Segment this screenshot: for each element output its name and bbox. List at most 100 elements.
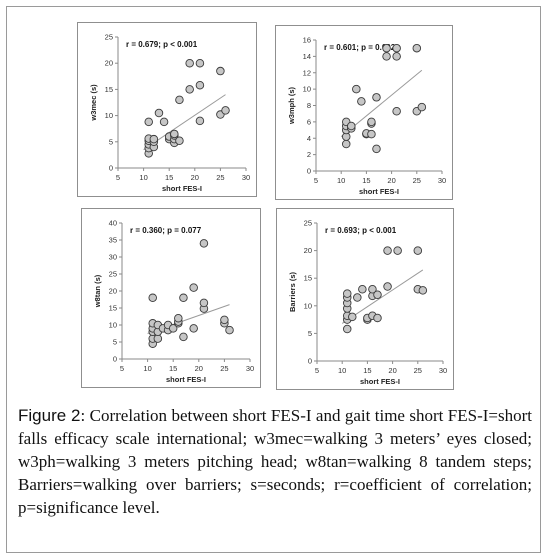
data-point	[372, 93, 381, 102]
y-tick-label: 25	[109, 270, 117, 279]
data-point	[412, 43, 422, 53]
data-point	[179, 332, 188, 342]
data-point	[357, 97, 366, 106]
y-tick-label: 10	[303, 85, 311, 94]
x-tick-label: 25	[414, 366, 422, 375]
correlation-annotation: r = 0.601; p = 0.002	[324, 43, 396, 52]
correlation-annotation: r = 0.679; p < 0.001	[126, 40, 198, 49]
data-point	[144, 117, 153, 127]
x-axis-title: short FES-I	[166, 375, 206, 384]
data-point	[392, 52, 401, 61]
data-point	[352, 84, 361, 94]
data-point	[189, 324, 198, 333]
y-tick-label: 5	[113, 338, 117, 347]
data-point	[175, 136, 184, 146]
y-tick-label: 0	[307, 167, 311, 176]
data-point	[179, 293, 188, 303]
data-point	[417, 102, 427, 112]
y-axis-title: w3mph (s)	[287, 86, 296, 125]
y-tick-label: 25	[304, 219, 312, 228]
data-point	[195, 80, 205, 90]
y-tick-label: 30	[109, 253, 117, 262]
data-point	[175, 95, 184, 105]
data-point	[392, 106, 401, 116]
data-point	[149, 134, 159, 144]
y-tick-label: 0	[109, 164, 113, 173]
x-tick-label: 25	[220, 364, 228, 373]
data-point	[195, 58, 205, 68]
x-tick-label: 20	[387, 176, 395, 185]
x-tick-label: 15	[363, 366, 371, 375]
data-point	[342, 289, 352, 298]
caption-lead: Figure 2	[18, 406, 81, 425]
data-point	[195, 116, 205, 126]
data-point	[418, 286, 428, 295]
data-point	[185, 58, 194, 68]
data-point	[168, 324, 178, 333]
data-point	[367, 129, 376, 139]
data-point	[199, 298, 209, 308]
y-tick-label: 15	[109, 304, 117, 313]
data-point	[341, 139, 351, 149]
x-tick-label: 10	[337, 176, 345, 185]
x-axis-title: short FES-I	[162, 184, 202, 193]
figure-frame	[6, 6, 541, 553]
data-point	[382, 52, 391, 61]
data-point	[185, 85, 194, 94]
data-point	[148, 293, 157, 303]
x-tick-label: 20	[388, 366, 396, 375]
data-point	[348, 312, 357, 322]
x-tick-label: 5	[315, 366, 319, 375]
data-point	[392, 43, 401, 53]
correlation-annotation: r = 0.360; p = 0.077	[130, 226, 202, 235]
x-axis-title: short FES-I	[359, 187, 399, 196]
x-tick-label: 5	[314, 176, 318, 185]
data-point	[353, 293, 362, 302]
chart-panel-w8tan: 5 10 15 20 25 30 0 5 10 15 20 25 30 35 40 short FES-I w8…	[81, 208, 261, 388]
x-tick-label: 30	[439, 366, 447, 375]
data-point	[383, 246, 392, 255]
data-point	[216, 66, 225, 76]
y-tick-label: 0	[113, 355, 117, 364]
data-point	[413, 246, 423, 255]
y-tick-label: 10	[109, 321, 117, 330]
x-tick-label: 20	[191, 173, 199, 182]
x-axis-title: short FES-I	[360, 377, 400, 386]
data-point	[372, 144, 381, 154]
data-point	[368, 284, 377, 294]
caption-text: : Correlation between short FES-I and ga…	[18, 406, 532, 517]
data-point	[189, 283, 198, 292]
x-tick-label: 30	[242, 173, 250, 182]
y-tick-label: 0	[308, 357, 312, 366]
y-tick-label: 5	[308, 329, 312, 338]
data-point	[225, 325, 234, 335]
y-tick-label: 10	[304, 301, 312, 310]
x-tick-label: 30	[246, 364, 254, 373]
data-point	[221, 106, 230, 115]
chart-panel-barriers: 5 10 15 20 25 30 0 5 10 15 20 25 short FES-I Barriers…	[276, 208, 454, 390]
y-tick-label: 20	[109, 287, 117, 296]
data-point	[358, 284, 367, 294]
data-point	[159, 117, 169, 127]
data-point	[199, 239, 209, 248]
y-tick-label: 15	[304, 274, 312, 283]
data-point	[373, 313, 382, 323]
data-point	[382, 43, 391, 53]
x-tick-label: 25	[216, 173, 224, 182]
x-tick-label: 30	[438, 176, 446, 185]
y-tick-label: 10	[105, 111, 113, 120]
chart-w3mph: 5 10 15 20 25 30 0 2 4 6 8 10 12 14 16 short FES-I w3mph…	[287, 36, 446, 197]
y-tick-label: 6	[307, 117, 311, 126]
y-tick-label: 25	[105, 33, 113, 42]
x-tick-label: 5	[116, 173, 120, 182]
data-point	[220, 315, 229, 325]
x-tick-label: 15	[362, 176, 370, 185]
x-tick-label: 25	[413, 176, 421, 185]
y-tick-label: 15	[105, 85, 113, 94]
x-tick-label: 10	[143, 364, 151, 373]
y-tick-label: 40	[109, 219, 117, 228]
x-tick-label: 10	[338, 366, 346, 375]
data-point	[342, 324, 352, 334]
